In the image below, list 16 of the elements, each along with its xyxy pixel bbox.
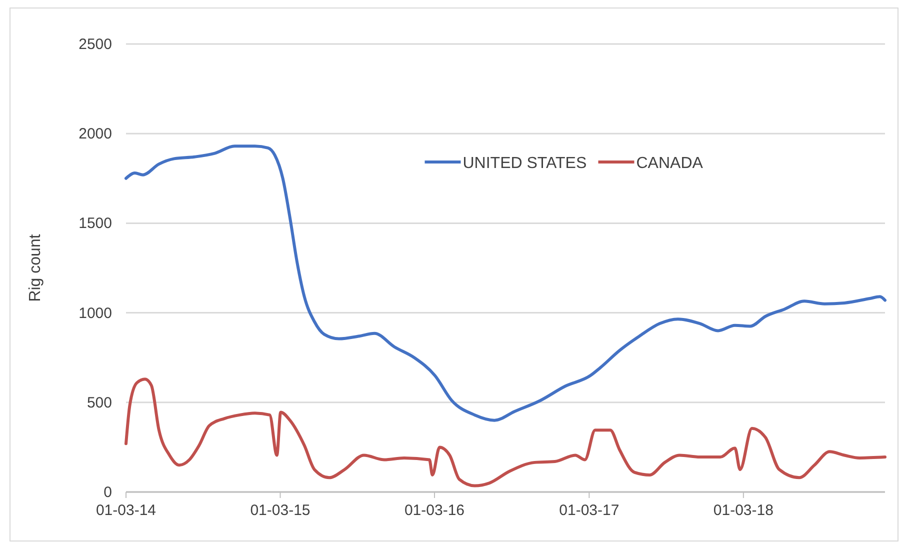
x-tick-label: 01-03-15: [250, 502, 310, 519]
y-axis-title: Rig count: [27, 234, 44, 302]
y-tick-label: 0: [104, 484, 112, 501]
x-tick-label: 01-03-18: [713, 502, 774, 519]
y-tick-label: 500: [86, 394, 112, 412]
line-series: [124, 144, 886, 422]
x-tick-label: 01-03-17: [559, 502, 620, 519]
y-tick-label: 2000: [78, 126, 112, 143]
line-series: [124, 378, 886, 488]
legend-label: CANADA: [636, 155, 704, 172]
y-tick-label: 1500: [78, 215, 112, 232]
x-tick-label: 01-03-14: [96, 502, 156, 519]
y-tick-label: 1000: [78, 304, 112, 322]
legend-label: UNITED STATES: [462, 155, 587, 172]
x-tick-label: 01-03-16: [404, 502, 465, 519]
y-tick-label: 2500: [78, 36, 112, 53]
